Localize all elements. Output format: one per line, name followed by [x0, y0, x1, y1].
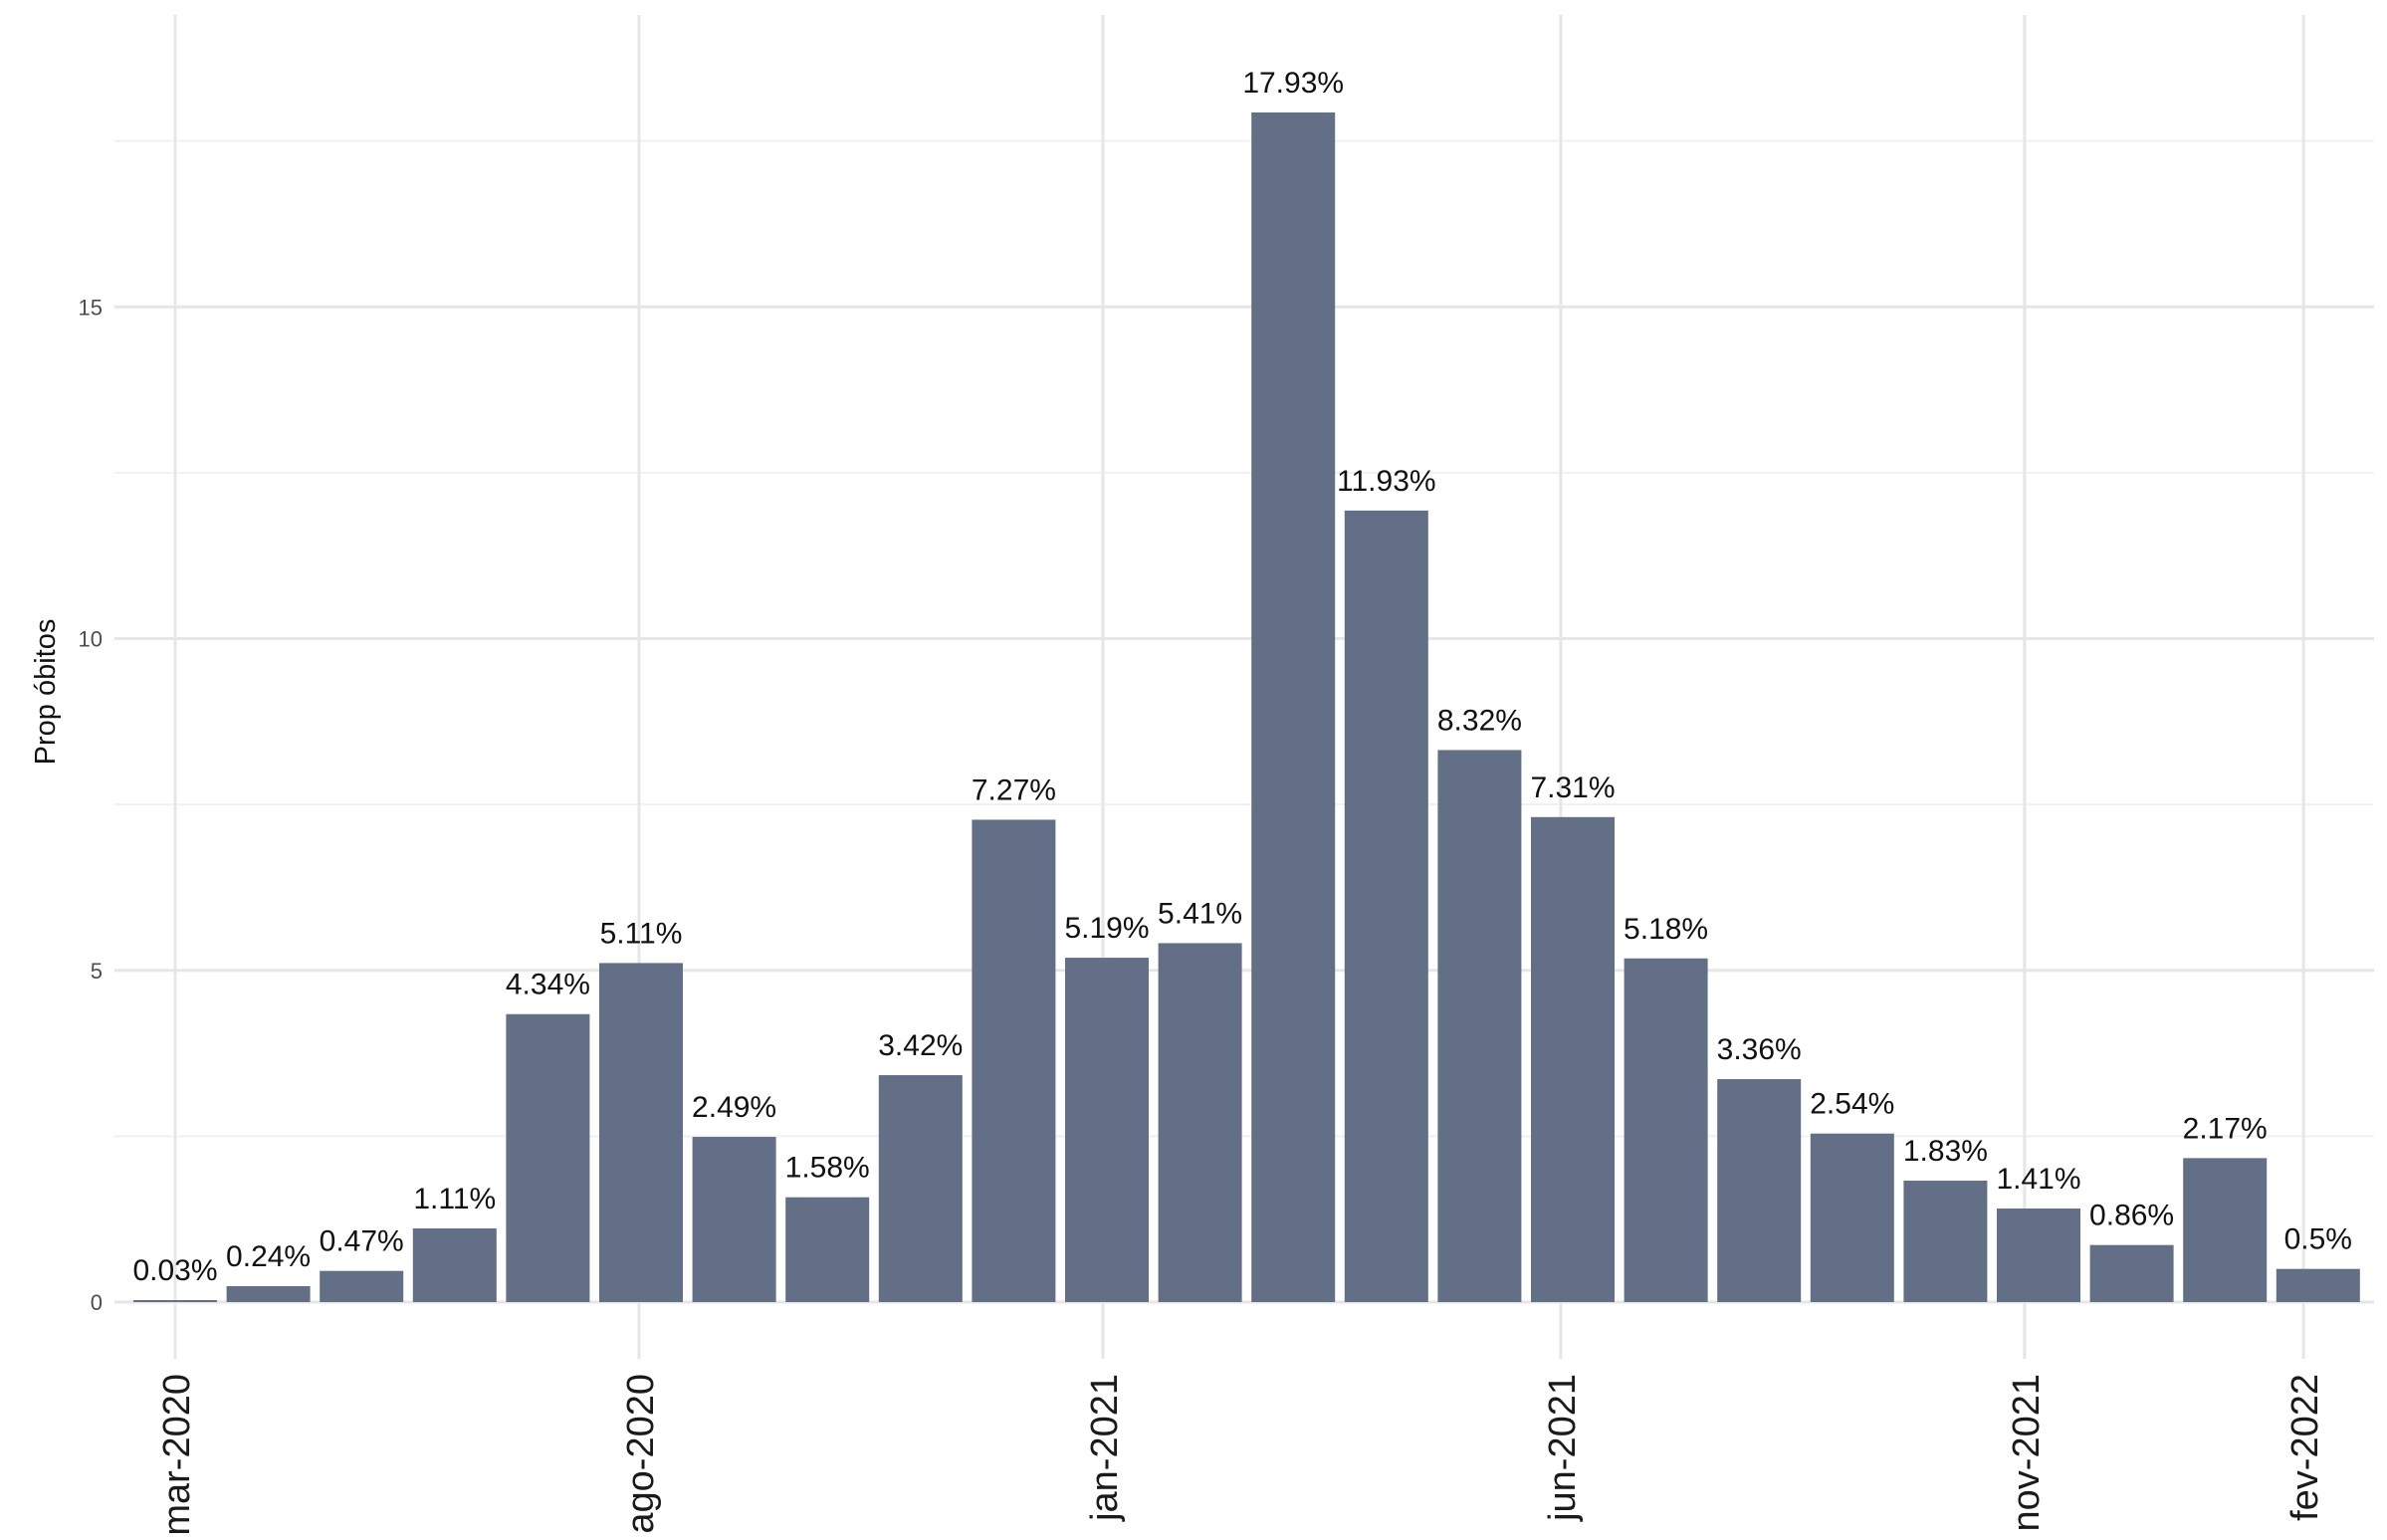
- bar-value-label: 1.11%: [413, 1183, 496, 1215]
- bar-value-label: 2.17%: [2183, 1112, 2268, 1145]
- bar: [506, 1013, 590, 1302]
- x-tick-label: fev-2022: [2284, 1374, 2326, 1521]
- bar: [1065, 958, 1149, 1302]
- bar: [2276, 1268, 2360, 1302]
- bar-value-label: 5.19%: [1064, 912, 1149, 945]
- bar: [1344, 510, 1428, 1302]
- y-axis-ticks: 0 5 10 15: [79, 295, 103, 1315]
- bar-value-label: 0.5%: [2284, 1223, 2352, 1256]
- bar: [1997, 1209, 2080, 1302]
- bar: [320, 1270, 404, 1302]
- bar-value-label: 3.42%: [878, 1029, 963, 1062]
- bar: [1717, 1079, 1802, 1302]
- x-axis-ticks: mar-2020 ago-2020 jan-2021 jun-2021 nov-2021…: [156, 1374, 2326, 1536]
- y-tick-label: 10: [79, 627, 103, 652]
- bar: [1251, 111, 1336, 1303]
- y-tick-label: 5: [91, 959, 103, 984]
- bar: [412, 1228, 497, 1302]
- x-tick-label: jan-2021: [1084, 1374, 1126, 1522]
- bar-value-label: 8.32%: [1437, 704, 1522, 737]
- bar: [1531, 816, 1615, 1302]
- bar: [226, 1286, 311, 1302]
- bar: [133, 1300, 217, 1302]
- bar-value-label: 4.34%: [506, 969, 590, 1001]
- bar: [1624, 958, 1708, 1302]
- bar-value-label: 1.83%: [1903, 1135, 1988, 1168]
- y-tick-label: 0: [91, 1290, 103, 1315]
- bar-value-label: 2.54%: [1810, 1088, 1894, 1121]
- bar: [599, 963, 683, 1302]
- bar-value-label: 1.58%: [785, 1152, 870, 1185]
- minor-gridlines: [114, 139, 2374, 1138]
- bar-value-label: 7.27%: [972, 773, 1056, 806]
- bar: [692, 1137, 776, 1302]
- y-axis-label: Prop óbitos: [30, 619, 62, 766]
- bar-value-label: 3.36%: [1717, 1033, 1802, 1066]
- bar: [1810, 1133, 1894, 1302]
- x-tick-label: nov-2021: [2006, 1374, 2048, 1531]
- bar-value-label: 5.41%: [1158, 897, 1242, 930]
- y-tick-label: 15: [79, 295, 103, 320]
- bar: [878, 1075, 963, 1302]
- bar-value-label: 5.18%: [1624, 913, 1708, 946]
- bar-value-label: 11.93%: [1337, 465, 1436, 498]
- bar: [1437, 750, 1522, 1302]
- bars: [133, 111, 2360, 1303]
- bar-value-label: 0.86%: [2089, 1200, 2174, 1232]
- bar: [972, 819, 1056, 1302]
- bar-value-label: 5.11%: [600, 917, 683, 950]
- bar-value-label: 2.49%: [692, 1091, 776, 1124]
- bar: [1903, 1181, 1988, 1302]
- bar-value-label: 0.03%: [132, 1254, 217, 1287]
- bar: [2183, 1158, 2268, 1302]
- bar: [1158, 943, 1242, 1302]
- bar-value-label: 0.24%: [226, 1240, 311, 1273]
- bar-value-labels: 0.03% 0.24% 0.47% 1.11% 4.34% 5.11% 2.49% 1.58%…: [132, 67, 2352, 1287]
- bar: [785, 1197, 870, 1302]
- x-tick-label: mar-2020: [156, 1374, 198, 1536]
- bar: [2089, 1244, 2174, 1302]
- bar-value-label: 1.41%: [1996, 1163, 2080, 1196]
- x-tick-label: jun-2021: [1542, 1374, 1584, 1522]
- bar-value-label: 0.47%: [320, 1225, 404, 1258]
- bar-value-label: 7.31%: [1530, 771, 1615, 804]
- x-tick-label: ago-2020: [620, 1374, 662, 1534]
- major-gridlines: [114, 15, 2374, 1359]
- bar-value-label: 17.93%: [1242, 67, 1344, 100]
